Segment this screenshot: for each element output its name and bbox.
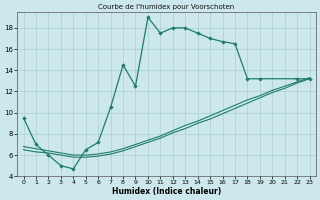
X-axis label: Humidex (Indice chaleur): Humidex (Indice chaleur) xyxy=(112,187,221,196)
Title: Courbe de l'humidex pour Voorschoten: Courbe de l'humidex pour Voorschoten xyxy=(99,4,235,10)
